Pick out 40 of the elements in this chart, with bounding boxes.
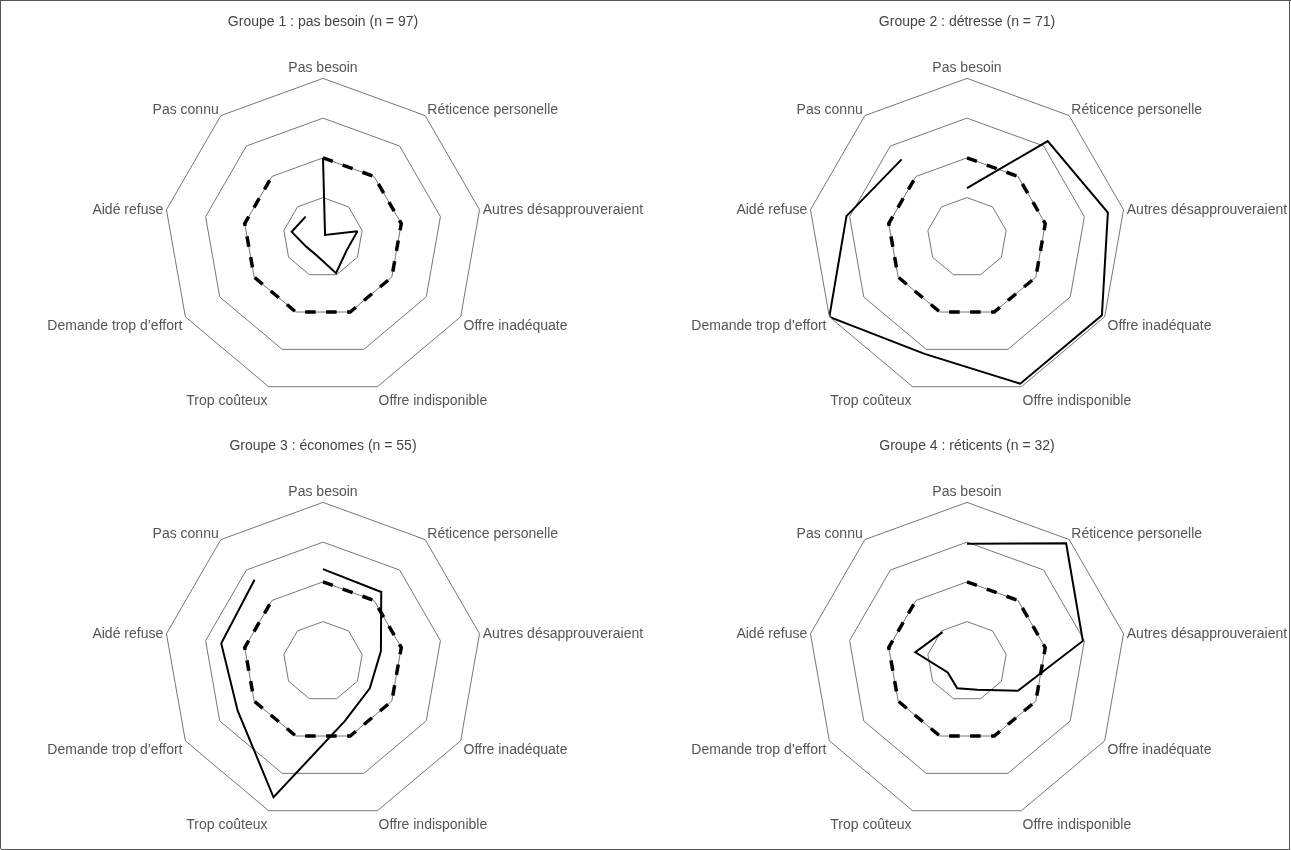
spoke-label: Demande trop d’effort [691, 316, 827, 333]
spoke-label: Offre indisponible [378, 815, 488, 832]
spoke-label: Demande trop d’effort [47, 316, 183, 333]
spoke-label: Trop coûteux [186, 391, 268, 408]
chart-title: Groupe 2 : détresse (n = 71) [878, 12, 1056, 29]
spoke-label: Pas connu [152, 525, 219, 542]
spoke-label: Offre inadéquate [1107, 316, 1212, 333]
spoke-label: Aidé refuse [92, 624, 164, 641]
chart-title: Groupe 1 : pas besoin (n = 97) [227, 12, 419, 29]
spoke-label: Offre inadéquate [463, 740, 568, 757]
spoke-label: Pas besoin [288, 59, 358, 76]
spoke-label: Autres désapprouveraient [1126, 200, 1288, 217]
spoke-label: Autres désapprouveraient [482, 624, 644, 641]
spoke-label: Aidé refuse [736, 200, 808, 217]
spoke-label: Réticence personelle [1071, 101, 1203, 118]
spoke-label: Pas besoin [932, 59, 1002, 76]
spoke-label: Offre inadéquate [1107, 740, 1212, 757]
chart-title: Groupe 4 : réticents (n = 32) [879, 436, 1055, 453]
spoke-label: Offre indisponible [1022, 815, 1132, 832]
spoke-label: Pas connu [796, 525, 863, 542]
spoke-label: Pas connu [152, 101, 219, 118]
spoke-label: Pas besoin [288, 483, 358, 500]
spoke-label: Trop coûteux [830, 391, 912, 408]
spoke-label: Offre inadéquate [463, 316, 568, 333]
spoke-label: Réticence personelle [427, 101, 559, 118]
spoke-label: Aidé refuse [92, 200, 164, 217]
spoke-label: Trop coûteux [186, 815, 268, 832]
spoke-label: Pas besoin [932, 483, 1002, 500]
spoke-label: Autres désapprouveraient [1126, 624, 1288, 641]
chart-title: Groupe 3 : économes (n = 55) [229, 436, 417, 453]
spoke-label: Offre indisponible [378, 391, 488, 408]
spoke-label: Demande trop d’effort [691, 740, 827, 757]
spoke-label: Réticence personelle [1071, 525, 1203, 542]
spoke-label: Réticence personelle [427, 525, 559, 542]
spoke-label: Demande trop d’effort [47, 740, 183, 757]
spoke-label: Trop coûteux [830, 815, 912, 832]
spoke-label: Aidé refuse [736, 624, 808, 641]
spoke-label: Offre indisponible [1022, 391, 1132, 408]
spoke-label: Autres désapprouveraient [482, 200, 644, 217]
spoke-label: Pas connu [796, 101, 863, 118]
